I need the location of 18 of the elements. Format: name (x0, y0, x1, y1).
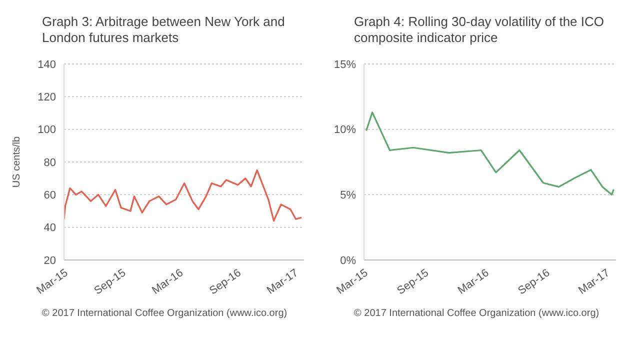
y-tick-label: 20 (44, 254, 56, 267)
line-series (366, 112, 614, 196)
chart-title: Graph 4: Rolling 30-day volatility of the ICO composite indicator price (354, 13, 606, 47)
text: © 2017 International Coffee Organization (www.ico.org) (354, 308, 600, 319)
y-tick-label: 80 (44, 156, 56, 169)
y-tick-label: 10% (334, 124, 356, 136)
text: © 2017 International Coffee Organization (www.ico.org) (42, 308, 288, 319)
y-tick-label: 120 (38, 92, 56, 104)
y-axis-title: US cents/lb (12, 136, 23, 188)
chart-title: Graph 3: Arbitrage between New York and London futures markets (42, 13, 286, 47)
y-tick-label: 140 (38, 58, 56, 71)
y-tick-label: 5% (340, 190, 356, 202)
y-tick-label: 60 (44, 190, 56, 202)
line-series (64, 169, 302, 222)
y-tick-label: 0% (340, 254, 356, 267)
y-tick-label: 15% (334, 58, 356, 71)
y-tick-label: 100 (38, 124, 56, 136)
y-tick-label: 40 (44, 222, 56, 234)
